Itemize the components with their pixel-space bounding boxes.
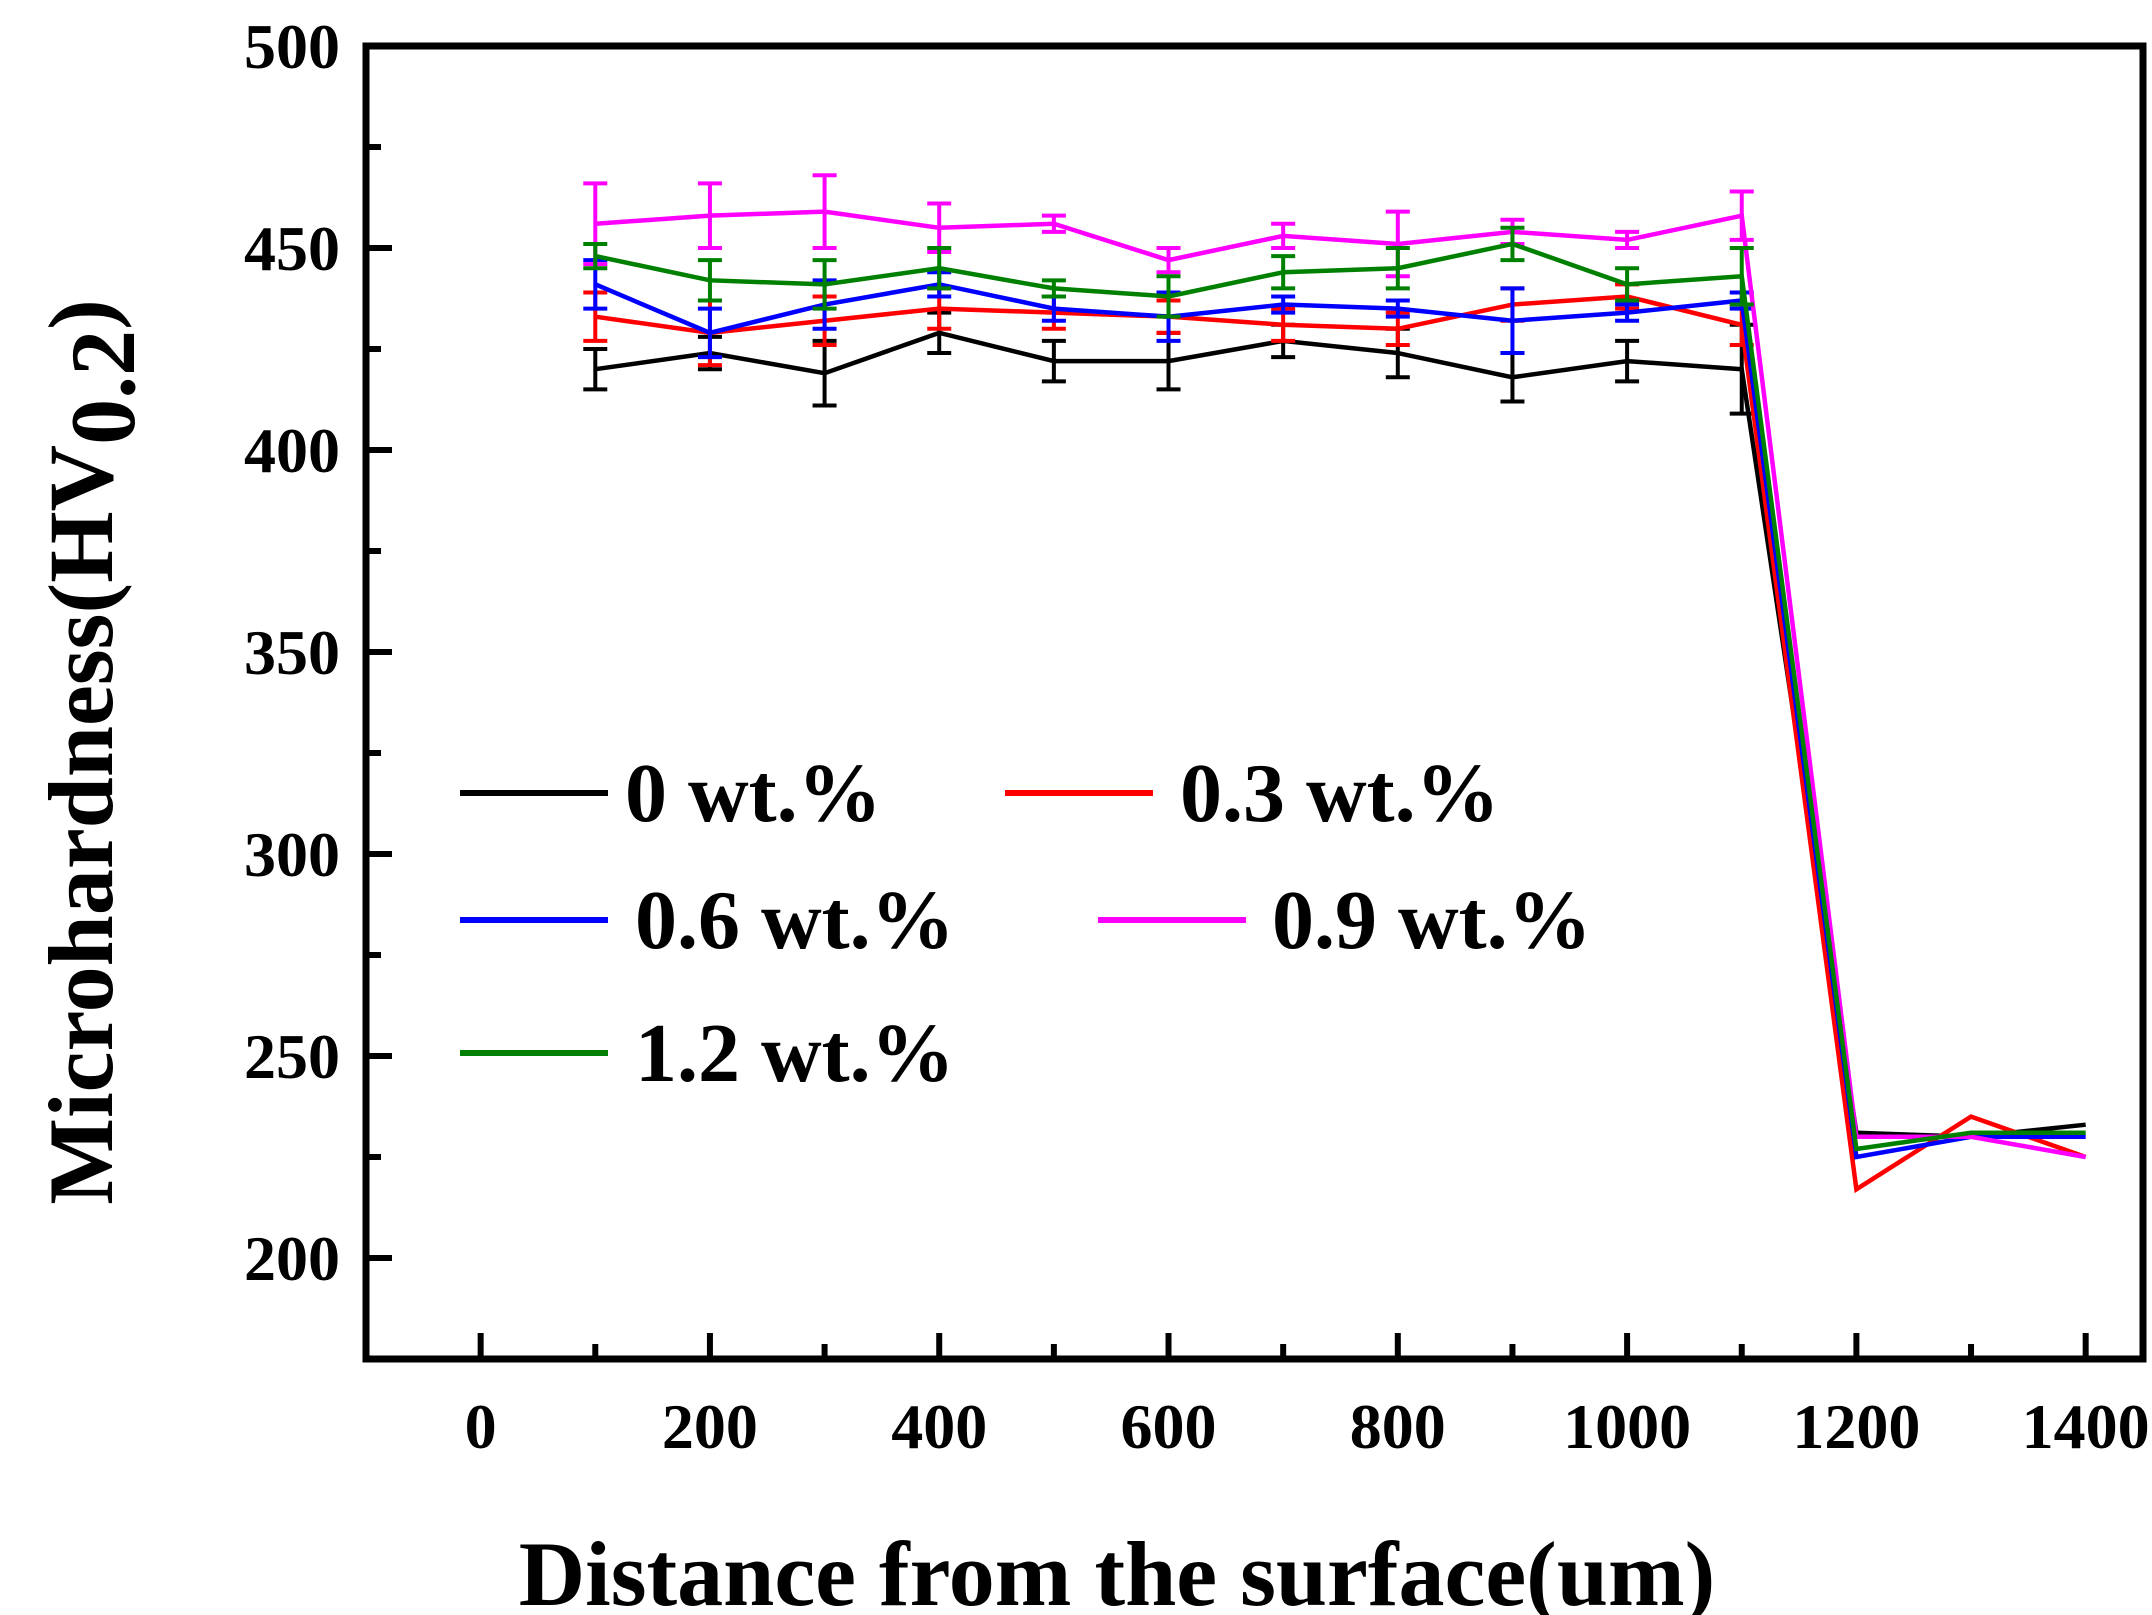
y-tick-label: 500 <box>244 11 340 82</box>
y-tick-label: 300 <box>244 819 340 890</box>
x-tick-label: 200 <box>662 1391 758 1462</box>
x-tick-label: 1400 <box>2022 1391 2150 1462</box>
legend-label: 0.3 wt.% <box>1180 747 1500 840</box>
x-axis-title: Distance from the surface(um) <box>519 1523 1716 1615</box>
y-tick-label: 350 <box>244 617 340 688</box>
legend-label: 0 wt.% <box>625 747 882 840</box>
y-tick-label: 450 <box>244 213 340 284</box>
legend: 0 wt.% 0.3 wt.% 0.6 wt.% 0.9 wt.% 1.2 wt.% <box>460 747 1592 1100</box>
x-tick-label: 800 <box>1350 1391 1446 1462</box>
series-4 <box>583 225 2086 1152</box>
y-tick-label: 200 <box>244 1223 340 1294</box>
y-axis-title-close: ) <box>30 299 132 330</box>
y-tick-label: 400 <box>244 415 340 486</box>
series-3 <box>583 173 2087 1160</box>
x-axis-ticks: 0 200 400 600 800 1000 1200 1400 <box>465 1333 2150 1462</box>
x-tick-label: 0 <box>465 1391 497 1462</box>
y-axis-title-main: Microhardness(HV <box>30 445 132 1205</box>
y-axis-title-subscript: 0.2 <box>52 330 154 445</box>
plot-frame <box>362 42 2147 1363</box>
legend-label: 0.6 wt.% <box>635 874 955 967</box>
plot-series-group <box>583 173 2087 1194</box>
y-axis-title: Microhardness(HV0.2) <box>30 299 154 1204</box>
x-tick-label: 1200 <box>1792 1391 1920 1462</box>
series-line <box>595 209 2087 1160</box>
x-tick-label: 400 <box>891 1391 987 1462</box>
y-axis-ticks: 200 250 300 350 400 450 500 <box>244 11 392 1362</box>
x-tick-label: 1000 <box>1563 1391 1691 1462</box>
series-line <box>594 241 2086 1152</box>
legend-label: 1.2 wt.% <box>635 1007 955 1100</box>
x-tick-label: 600 <box>1121 1391 1217 1462</box>
series-line <box>594 294 2087 1194</box>
y-tick-label: 250 <box>244 1021 340 1092</box>
legend-label: 0.9 wt.% <box>1272 874 1592 967</box>
